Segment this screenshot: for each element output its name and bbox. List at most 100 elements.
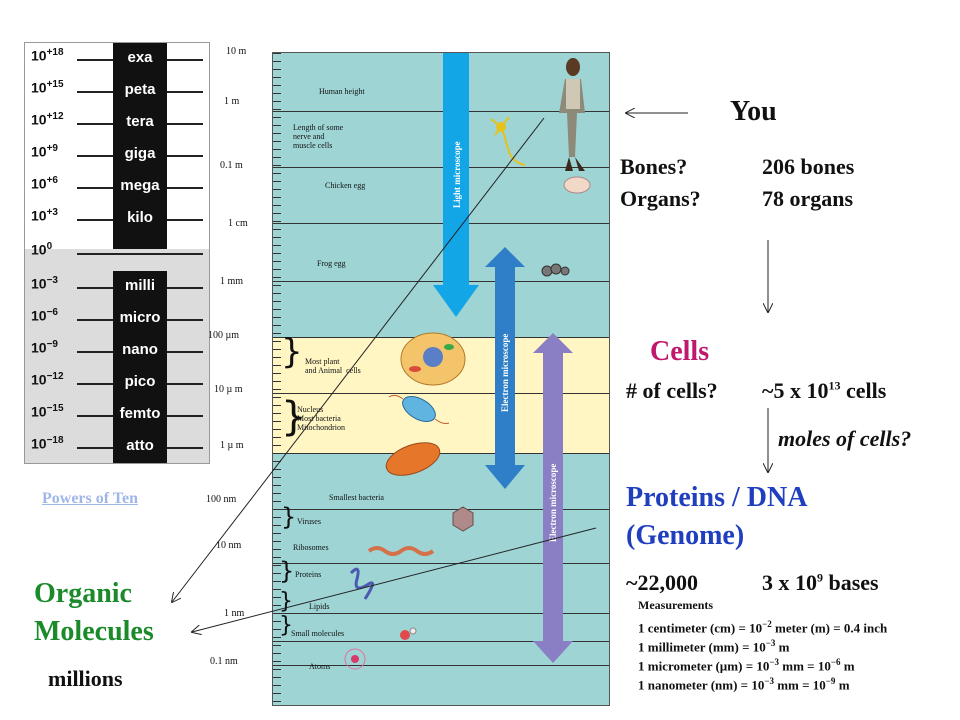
prefix-power: 10+3 [31,207,58,224]
bases-count: 3 x 109 bases [762,570,879,595]
scale-tick [273,653,281,654]
prefix-power: 10+9 [31,143,58,160]
scale-tick [273,669,281,670]
scale-label: 1 mm [220,276,244,287]
proteins-dna-label: Proteins / DNA [626,482,808,513]
prefix-line [167,383,203,385]
scale-line [273,111,609,112]
prefix-power: 10+6 [31,175,58,192]
molecules-label: Molecules [34,616,154,647]
prefix-power: 10+15 [31,79,64,96]
bacterium-icon [388,394,450,424]
scale-tick [273,109,281,110]
cells-answer: ~5 x 1013 cells [762,378,887,403]
organs-question: Organs? [620,186,701,211]
prefix-line [167,187,203,189]
scale-tick [273,53,281,54]
cells-label: Cells [650,336,710,367]
scale-tick [273,85,281,86]
moles-question: moles of cells? [778,426,912,451]
prefix-line [167,253,203,255]
prefix-line [77,59,113,61]
scale-label: 100 nm [206,494,237,505]
scale-tick [273,93,281,94]
prefix-line [167,351,203,353]
prefix-line [77,351,113,353]
scale-tick [273,693,281,694]
cells-question: # of cells? [626,378,718,403]
atom-icon [344,648,366,670]
measurement-cm: 1 centimeter (cm) = 10−2 meter (m) = 0.4… [638,619,888,636]
prefix-line [167,287,203,289]
prefix-name: nano [122,341,158,358]
prefix-row: 10−18 atto [25,431,209,463]
animal-cell-icon [400,332,466,386]
scale-tick [273,677,281,678]
prefix-power: 10+12 [31,111,64,128]
nerve-cell-icon [490,116,526,166]
prefix-line [167,59,203,61]
prefix-row: 10+3 kilo [25,203,209,235]
you-label: You [730,96,777,127]
scale-label: 1 µ m [220,440,244,451]
prefix-line [167,155,203,157]
measurement-um: 1 micrometer (µm) = 10−3 mm = 10−6 m [638,657,855,674]
prefix-name: pico [124,373,156,390]
scale-tick [273,69,281,70]
ribosome-icon [367,546,435,556]
prefix-power: 10−9 [31,339,58,356]
electron-microscope-label-2: Electron microscope [548,463,558,542]
chicken-egg-icon [563,176,591,194]
scale-line [273,641,609,642]
measurement-mm: 1 millimeter (mm) = 10−3 m [638,638,790,655]
mitochondrion-icon [385,442,441,476]
prefix-line [77,287,113,289]
bones-answer: 206 bones [762,154,855,179]
protein-icon [349,567,374,600]
scale-label: 10 m [226,46,247,57]
scale-tick [273,77,281,78]
prefix-table: 10+18 exa 10+15 peta 10+12 tera 10+9 giga 10+6 me… [24,42,210,464]
scale-tick [273,661,281,662]
scale-tick [273,701,281,702]
prefix-row: 10+15 peta [25,75,209,107]
millions-label: millions [48,666,123,691]
prefix-line [77,319,113,321]
prefix-line [77,447,113,449]
prefix-row: 10+18 exa [25,43,209,75]
prefix-power: 10+18 [31,47,64,64]
scale-tick [273,101,281,102]
prefix-line [77,415,113,417]
scale-tick [273,637,281,638]
prefix-name: tera [126,113,154,130]
prefix-power: 100 [31,241,53,258]
scale-label: 100 µm [208,330,240,341]
scale-label: 10 µ m [214,384,243,395]
prefix-row: 10−12 pico [25,367,209,399]
human-icon [559,58,585,171]
prefix-power: 10−6 [31,307,58,324]
size-scale-chart: Human height Length of some nerve and mu… [272,52,610,706]
scale-label: 10 nm [216,540,242,551]
scale-line [273,665,609,666]
prefix-name: exa [127,49,153,66]
prefix-power: 10−18 [31,435,64,452]
genome-label: (Genome) [626,520,745,551]
scale-label: 0.1 nm [210,656,238,667]
measurements-title: Measurements [638,598,714,612]
prefix-row: 10−9 nano [25,335,209,367]
prefix-line [167,91,203,93]
powers-of-ten-link[interactable]: Powers of Ten [42,490,138,507]
prefix-row: 100 [25,237,209,269]
prefix-name: femto [119,405,161,422]
prefix-power: 10−15 [31,403,64,420]
prefix-line [77,187,113,189]
prefix-power: 10−12 [31,371,64,388]
scale-tick [273,685,281,686]
prefix-row: 10+6 mega [25,171,209,203]
prefix-line [167,447,203,449]
prefix-name: atto [126,437,154,454]
label-small-molecules: Small molecules [291,629,345,638]
prefix-name: peta [124,81,156,98]
prefix-line [77,123,113,125]
